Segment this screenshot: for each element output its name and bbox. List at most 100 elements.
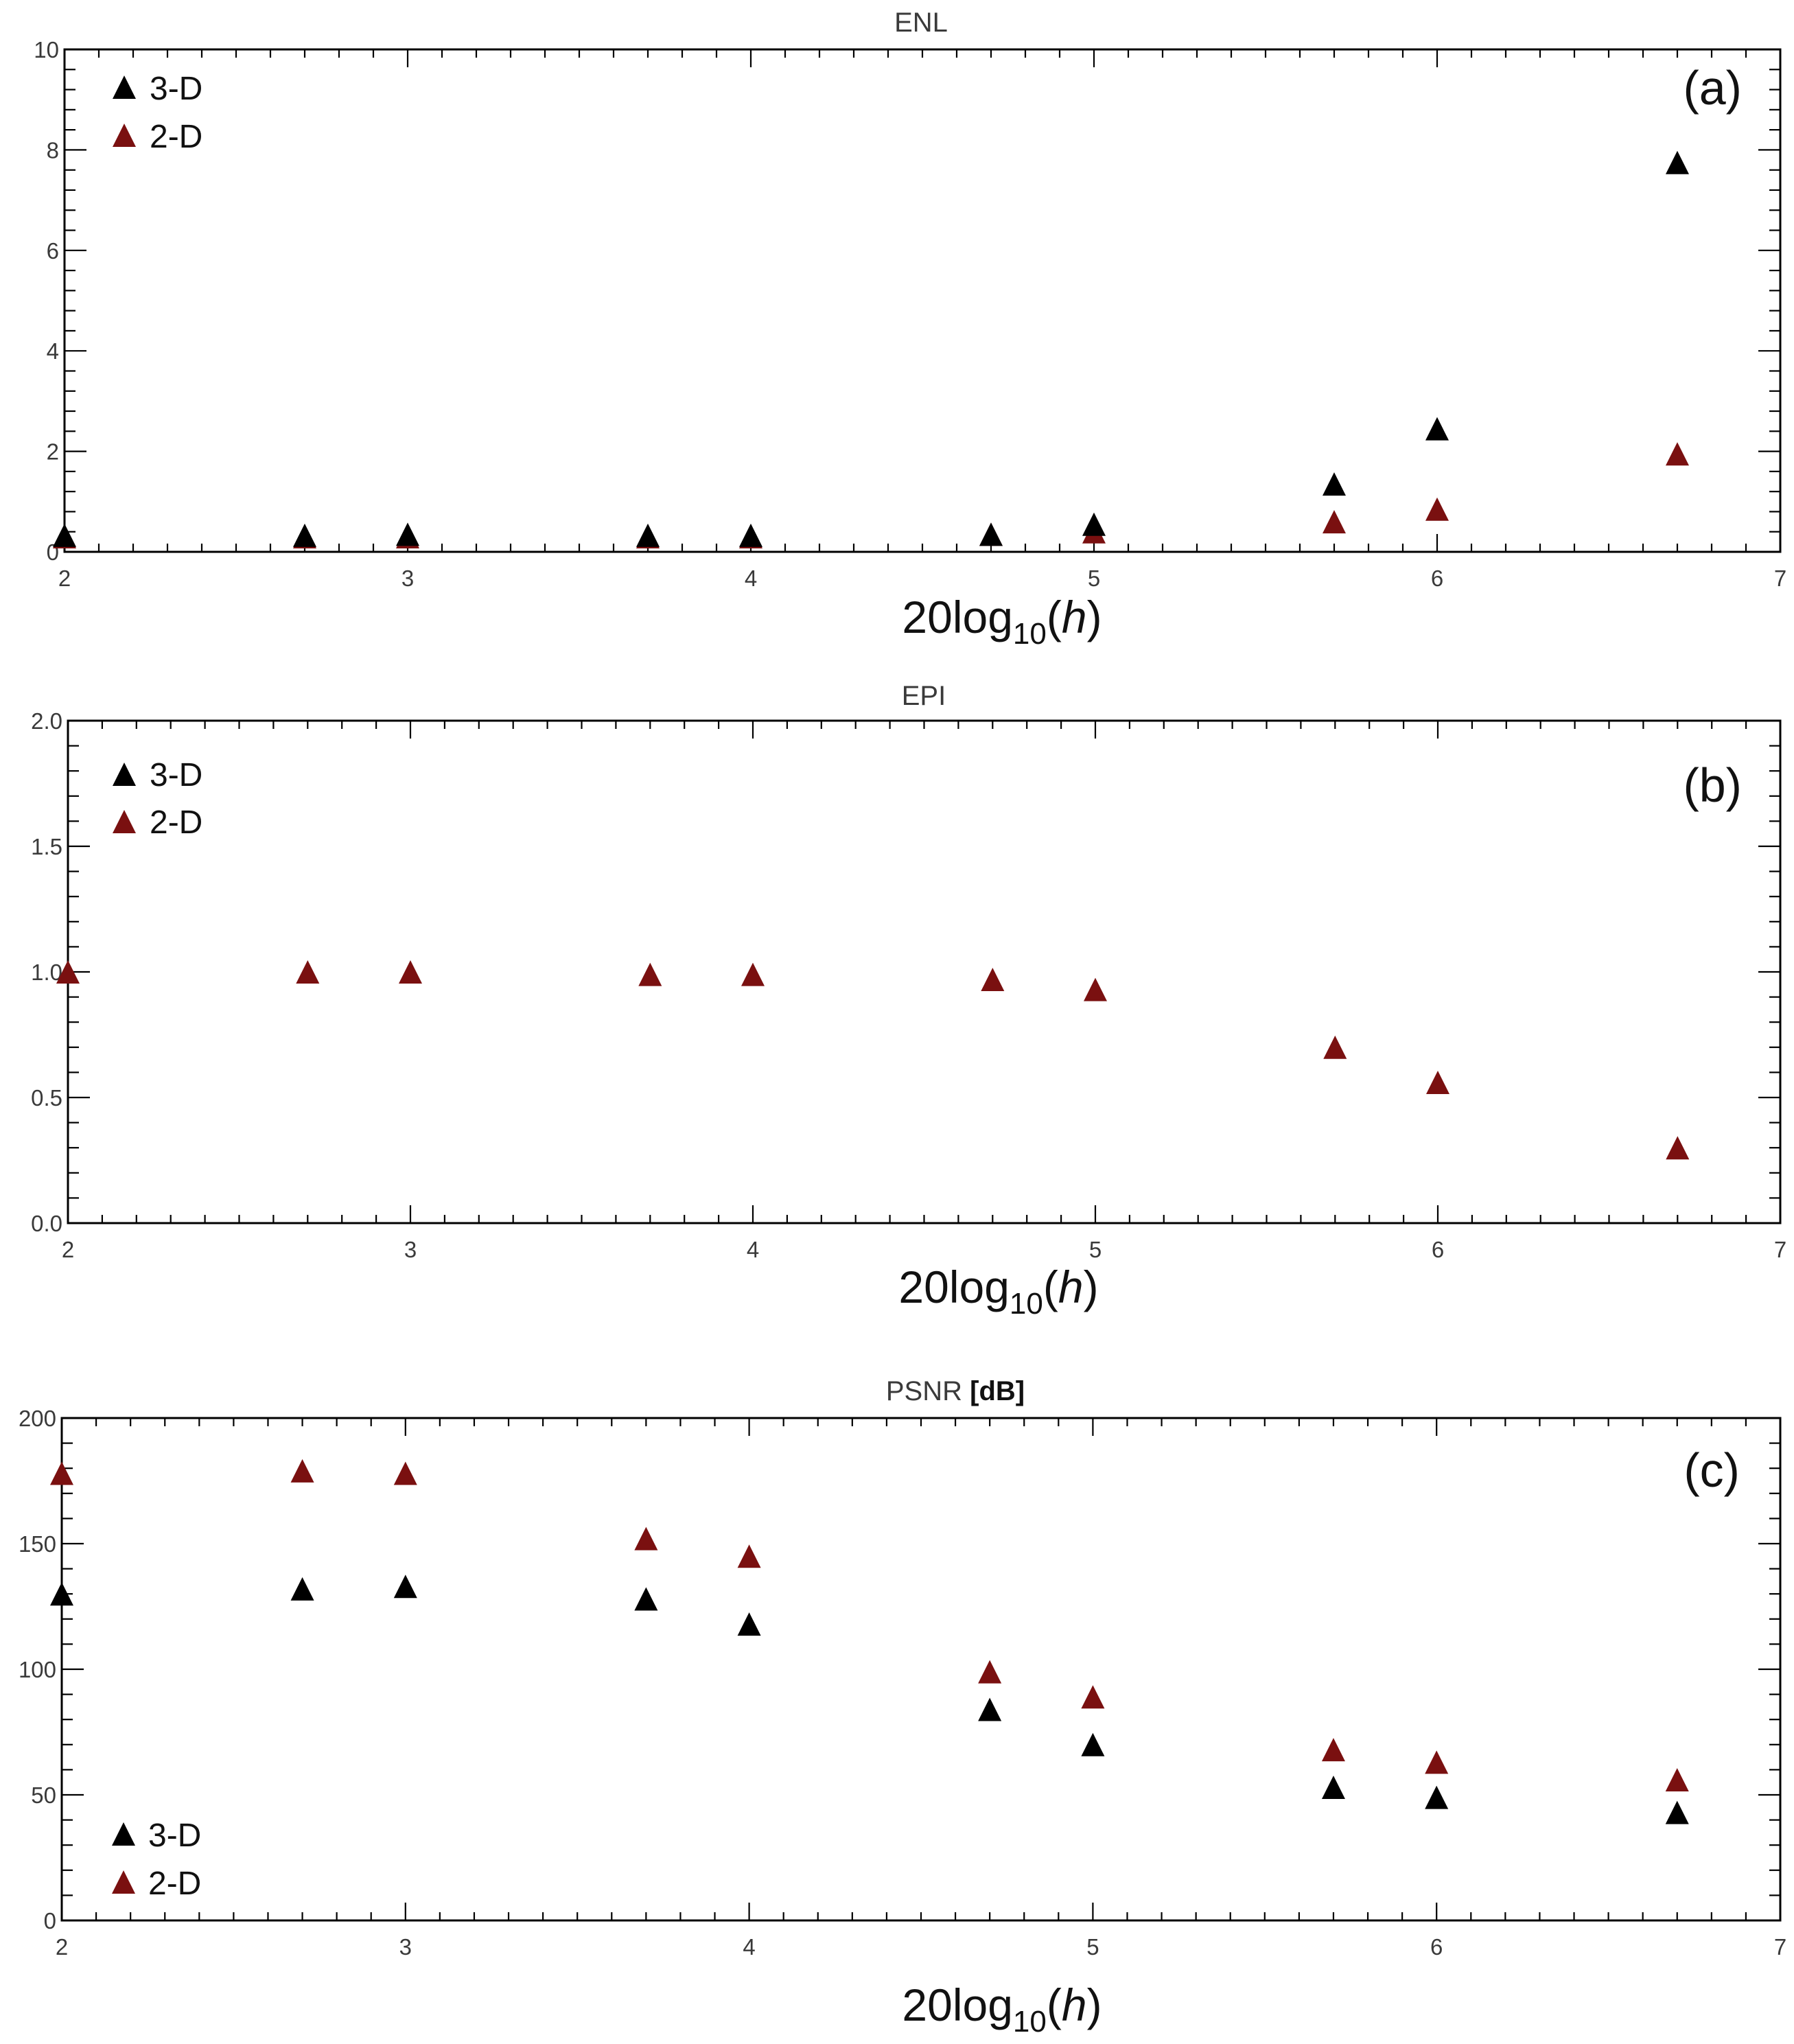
x-tick-label: 6 (1430, 1934, 1443, 1960)
point-2d (56, 960, 80, 984)
legend-marker-2d (112, 1870, 135, 1894)
point-2d (296, 960, 320, 984)
point-2d (50, 1461, 73, 1485)
x-tick-label: 6 (1431, 566, 1443, 591)
y-tick-label: 100 (19, 1657, 56, 1682)
legend-label-2d: 2-D (148, 1866, 201, 1902)
point-3d (290, 1577, 314, 1601)
point-3d (737, 1612, 761, 1636)
panel-c: PSNR [dB] 2 3 4 5 6 7 0 50 100 150 200 (c) 3-D 2-… (19, 1376, 1786, 2039)
panel-a-x-axis-label: 20log10(h) (902, 592, 1102, 651)
y-tick-label: 0.0 (31, 1211, 62, 1236)
point-2d (1425, 497, 1449, 521)
x-tick-label: 5 (1088, 566, 1100, 591)
point-3d (293, 523, 316, 547)
panel-c-x-tick-labels: 2 3 4 5 6 7 (56, 1934, 1786, 1960)
point-2d (978, 1660, 1002, 1684)
x-tick-label: 4 (745, 566, 757, 591)
panel-b-y-tick-labels: 0.0 0.5 1.0 1.5 2.0 (31, 708, 62, 1236)
y-tick-label: 0.5 (31, 1085, 62, 1111)
y-tick-label: 4 (47, 338, 59, 364)
point-3d (50, 1582, 73, 1606)
point-3d (978, 1697, 1002, 1721)
x-tick-label: 2 (62, 1237, 74, 1262)
point-2d (1321, 1738, 1345, 1762)
panel-a-ticks (63, 48, 1782, 553)
point-3d (739, 523, 762, 547)
panel-b-title: EPI (902, 681, 946, 711)
panel-a-x-tick-labels: 2 3 4 5 6 7 (58, 566, 1786, 591)
panel-b-x-tick-labels: 2 3 4 5 6 7 (62, 1237, 1786, 1262)
point-2d (1081, 1685, 1105, 1709)
legend-marker-3d (112, 1822, 135, 1846)
point-2d (1323, 1035, 1347, 1059)
point-2d (741, 962, 765, 986)
legend-marker-3d (113, 763, 136, 786)
panel-a-plot-frame (63, 48, 1782, 553)
panel-b-points (56, 960, 1690, 1160)
panel-c-label: (c) (1684, 1443, 1740, 1497)
panel-c-legend: 3-D 2-D (112, 1817, 201, 1902)
x-tick-label: 3 (399, 1934, 412, 1960)
x-tick-label: 7 (1774, 1237, 1786, 1262)
point-3d (1081, 1732, 1105, 1756)
panel-b-plot-frame (67, 719, 1782, 1224)
panel-b-ticks (67, 719, 1782, 1224)
legend-label-2d: 2-D (150, 804, 202, 841)
x-tick-label: 4 (747, 1237, 759, 1262)
y-tick-label: 8 (47, 137, 59, 163)
panel-b-legend: 3-D 2-D (113, 757, 202, 841)
panel-a-legend: 3-D 2-D (113, 71, 202, 155)
panel-c-points (50, 1459, 1689, 1824)
y-tick-label: 1.0 (31, 960, 62, 985)
panel-b-x-axis-label: 20log10(h) (898, 1262, 1098, 1321)
panel-a-label: (a) (1683, 61, 1742, 115)
x-tick-label: 7 (1774, 1934, 1786, 1960)
y-tick-label: 150 (19, 1531, 56, 1557)
y-tick-label: 0 (44, 1908, 56, 1933)
point-2d (981, 967, 1005, 991)
x-tick-label: 7 (1774, 566, 1786, 591)
x-tick-label: 5 (1086, 1934, 1099, 1960)
point-2d (399, 960, 422, 984)
y-tick-label: 1.5 (31, 834, 62, 859)
point-3d (1082, 512, 1106, 536)
y-tick-label: 2.0 (31, 708, 62, 734)
panel-a-points (53, 150, 1689, 549)
x-tick-label: 2 (56, 1934, 68, 1960)
point-2d (290, 1459, 314, 1483)
point-3d (634, 1587, 658, 1611)
point-3d (1666, 150, 1689, 174)
point-2d (1323, 510, 1346, 534)
panel-c-ticks (60, 1417, 1782, 1922)
point-3d (1665, 1800, 1689, 1824)
point-2d (1666, 442, 1689, 466)
point-3d (1425, 417, 1449, 441)
point-2d (737, 1544, 761, 1568)
y-tick-label: 6 (47, 238, 59, 264)
x-tick-label: 4 (743, 1934, 755, 1960)
x-tick-label: 3 (401, 566, 414, 591)
point-2d (638, 962, 662, 986)
point-3d (393, 1575, 417, 1599)
point-2d (1426, 1071, 1449, 1095)
point-2d (1425, 1750, 1449, 1774)
x-tick-label: 6 (1432, 1237, 1444, 1262)
x-tick-label: 2 (58, 566, 71, 591)
legend-label-3d: 3-D (150, 71, 202, 107)
point-3d (53, 523, 76, 547)
point-3d (1321, 1776, 1345, 1800)
legend-label-3d: 3-D (148, 1817, 201, 1854)
point-3d (396, 522, 419, 546)
point-3d (636, 523, 660, 547)
panel-b-label: (b) (1683, 758, 1742, 812)
legend-label-3d: 3-D (150, 757, 202, 793)
point-3d (979, 522, 1003, 546)
point-2d (1666, 1136, 1690, 1160)
legend-label-2d: 2-D (150, 119, 202, 155)
y-tick-label: 50 (31, 1782, 56, 1808)
panel-c-title: PSNR [dB] (886, 1376, 1025, 1406)
